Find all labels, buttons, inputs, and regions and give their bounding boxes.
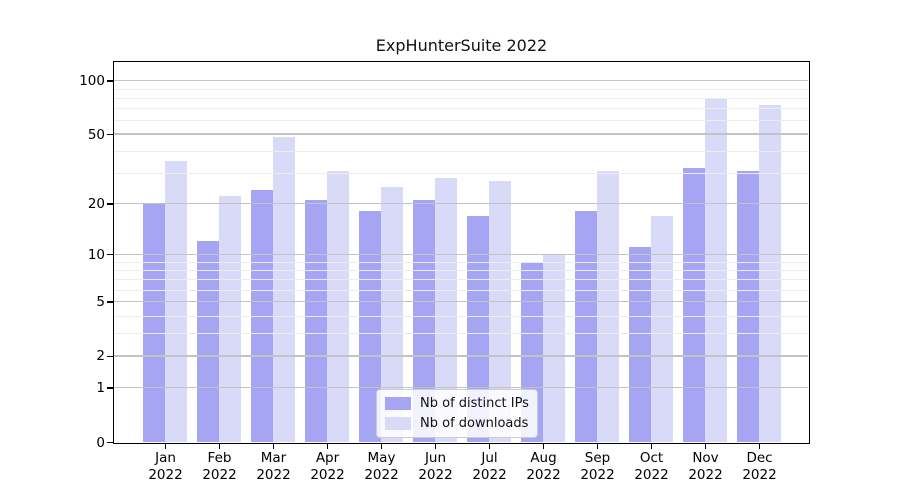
gridline-minor-6	[114, 289, 808, 291]
bar-distinct-ips-apr	[305, 199, 327, 442]
gridline-major-1	[114, 387, 808, 389]
y-tick-label-20: 20	[87, 196, 105, 213]
gridline-major-10	[114, 253, 808, 255]
bar-downloads-may	[381, 186, 403, 442]
y-tick-label-0: 0	[96, 434, 105, 451]
gridline-minor-30	[114, 173, 808, 175]
chart-title: ExpHunterSuite 2022	[375, 36, 548, 55]
x-tick-mark-feb	[218, 444, 221, 449]
gridline-major-5	[114, 300, 808, 303]
y-tick-label-5: 5	[96, 294, 105, 311]
bar-downloads-jul	[489, 181, 511, 442]
legend-swatch-downloads	[385, 417, 411, 430]
x-tick-mark-jul	[488, 444, 491, 449]
legend-label-downloads: Nb of downloads	[420, 416, 529, 431]
gridline-major-20	[114, 202, 808, 205]
bar-downloads-feb	[219, 196, 241, 442]
legend-swatch-distinct-ips	[385, 397, 411, 410]
x-tick-mark-jan	[164, 444, 167, 449]
x-tick-label-jun: Jun 2022	[418, 450, 453, 483]
y-tick-label-100: 100	[79, 73, 105, 90]
gridline-minor-3	[114, 333, 808, 335]
bar-distinct-ips-jan	[143, 203, 165, 442]
bar-distinct-ips-feb	[197, 241, 219, 442]
x-tick-label-may: May 2022	[364, 450, 399, 483]
gridline-minor-4	[114, 315, 808, 317]
x-tick-label-aug: Aug 2022	[526, 450, 561, 483]
bar-distinct-ips-nov	[683, 168, 705, 442]
gridline-minor-8	[114, 269, 808, 271]
y-tick-mark-50	[107, 133, 113, 136]
x-tick-label-sep: Sep 2022	[580, 450, 615, 483]
x-tick-label-jul: Jul 2022	[472, 450, 507, 483]
x-tick-label-jan: Jan 2022	[148, 450, 183, 483]
x-tick-mark-dec	[758, 444, 761, 449]
y-tick-label-2: 2	[96, 348, 105, 365]
legend-item-distinct-ips: Nb of distinct IPs	[385, 396, 529, 411]
gridline-major-50	[114, 133, 808, 135]
gridline-minor-70	[114, 108, 808, 110]
x-tick-mark-may	[380, 444, 383, 449]
bar-distinct-ips-may	[359, 211, 381, 442]
y-tick-label-1: 1	[96, 380, 105, 397]
bar-downloads-sep	[597, 170, 619, 442]
bar-downloads-dec	[759, 104, 781, 442]
x-tick-label-oct: Oct 2022	[634, 450, 669, 483]
bar-distinct-ips-dec	[737, 170, 759, 442]
y-tick-mark-20	[107, 203, 113, 205]
x-tick-label-feb: Feb 2022	[202, 450, 237, 483]
x-tick-mark-nov	[704, 444, 707, 449]
x-tick-mark-aug	[542, 444, 545, 449]
bar-distinct-ips-oct	[629, 247, 651, 442]
x-tick-mark-sep	[596, 444, 599, 449]
gridline-minor-80	[114, 97, 808, 99]
x-tick-mark-oct	[650, 444, 653, 449]
y-tick-label-50: 50	[87, 126, 105, 143]
x-tick-label-mar: Mar 2022	[256, 450, 291, 483]
gridline-minor-60	[114, 120, 808, 122]
x-tick-mark-apr	[326, 444, 329, 449]
gridline-major-2	[114, 355, 808, 357]
x-tick-mark-jun	[434, 444, 437, 449]
x-tick-mark-mar	[272, 444, 275, 449]
x-tick-label-dec: Dec 2022	[742, 450, 777, 483]
y-tick-mark-10	[107, 253, 113, 256]
y-tick-mark-2	[107, 355, 113, 358]
y-tick-mark-5	[107, 301, 113, 303]
gridline-minor-9	[114, 261, 808, 263]
x-tick-label-nov: Nov 2022	[688, 450, 723, 483]
bar-distinct-ips-jul	[467, 215, 489, 442]
gridline-minor-90	[114, 88, 808, 90]
bar-distinct-ips-jun	[413, 199, 435, 442]
gridline-minor-40	[114, 151, 808, 153]
bar-downloads-jun	[435, 178, 457, 442]
grid-layer	[114, 62, 808, 442]
y-tick-label-10: 10	[87, 246, 105, 263]
gridline-minor-7	[114, 279, 808, 281]
legend-item-downloads: Nb of downloads	[385, 416, 528, 431]
x-tick-label-apr: Apr 2022	[310, 450, 345, 483]
y-tick-mark-0	[107, 441, 113, 444]
plot-area: Nb of distinct IPs Nb of downloads	[113, 61, 810, 444]
bar-distinct-ips-sep	[575, 211, 597, 442]
gridline-major-100	[114, 79, 808, 82]
bar-downloads-oct	[651, 215, 673, 442]
y-tick-mark-1	[107, 387, 113, 389]
legend: Nb of distinct IPs Nb of downloads	[376, 389, 538, 438]
bar-downloads-apr	[327, 170, 349, 442]
y-tick-mark-100	[107, 80, 113, 82]
legend-label-distinct-ips: Nb of distinct IPs	[420, 396, 529, 411]
